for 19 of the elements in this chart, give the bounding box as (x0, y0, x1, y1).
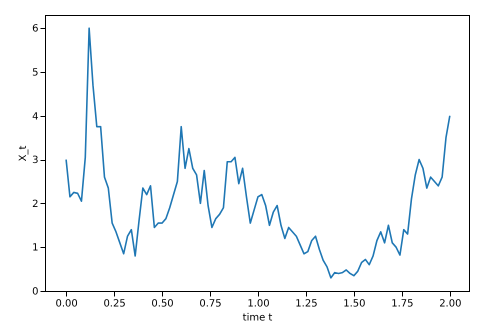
y-tick-label: 4 (32, 111, 38, 122)
x-tick-label: 1.00 (247, 298, 270, 310)
x-axis-title: time t (242, 312, 272, 324)
y-tick-label: 2 (32, 198, 38, 210)
y-tick-label: 1 (32, 242, 38, 254)
x-tick-label: 0.00 (55, 298, 78, 310)
line-series (65, 27, 451, 279)
y-tick-label: 6 (32, 24, 38, 35)
x-tick-label: 1.50 (343, 298, 366, 310)
y-axis-title: X_t (18, 146, 30, 162)
y-tick-label: 0 (32, 286, 38, 298)
y-tick-label: 5 (32, 67, 38, 78)
y-tick-label: 3 (32, 155, 38, 166)
x-tick-label: 1.25 (295, 298, 318, 310)
x-tick-label: 0.50 (151, 298, 174, 310)
x-tick-label: 0.75 (199, 298, 222, 310)
x-tick-label: 0.25 (103, 298, 126, 310)
x-tick-label: 1.75 (391, 298, 414, 310)
x-tick-label: 2.00 (439, 298, 462, 310)
